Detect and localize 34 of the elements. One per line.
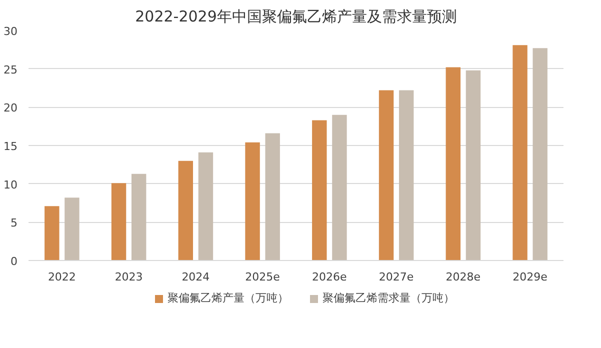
y-tick-label: 10 [4,178,18,192]
bar [512,45,528,260]
y-tick-label: 20 [4,102,18,115]
bar [446,67,461,260]
bar [198,152,214,260]
bar [111,183,126,260]
y-tick-label: 25 [4,63,18,76]
bar [245,142,260,260]
x-tick-label: 2024 [182,270,210,284]
bar [466,70,481,260]
legend-label: 聚偏氟乙烯需求量（万吨） [322,290,454,306]
chart-title: 2022-2029年中国聚偏氟乙烯产量及需求量预测 [135,8,457,26]
bar [64,198,80,260]
bar [265,133,280,260]
y-tick-label: 0 [10,255,18,268]
bar [44,206,60,260]
y-tick-label: 15 [4,140,18,153]
bar [332,114,347,260]
x-tick-label: 2022 [48,270,76,284]
bar [378,90,394,260]
bar [178,160,194,260]
x-tick-label: 2025e [245,270,280,284]
x-tick-label: 2029e [512,270,548,284]
bar [398,90,414,260]
x-tick-label: 2023 [114,270,143,284]
bar [131,174,146,260]
bar [312,120,327,260]
legend-label: 聚偏氟乙烯产量（万吨） [168,290,288,306]
x-tick-label: 2027e [378,270,414,284]
y-tick-label: 30 [4,25,18,38]
y-tick-label: 5 [10,216,18,230]
x-tick-label: 2026e [312,270,348,284]
bar [532,48,548,260]
x-tick-label: 2028e [446,270,481,284]
